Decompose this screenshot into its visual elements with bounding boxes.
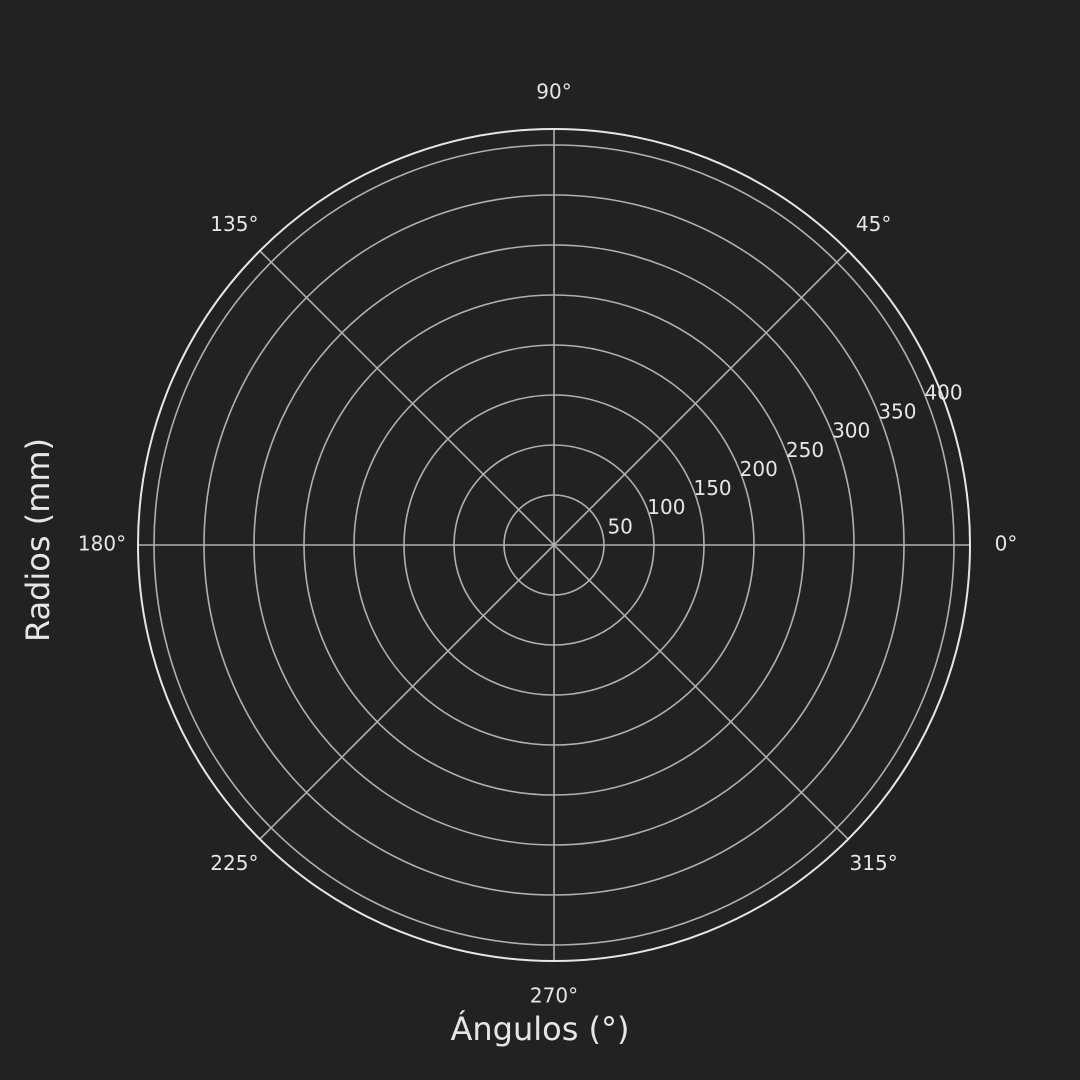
r-tick-label-100: 100: [647, 495, 685, 519]
r-tick-label-250: 250: [786, 438, 824, 462]
r-tick-label-400: 400: [924, 380, 962, 404]
r-tick-label-150: 150: [693, 476, 731, 500]
theta-tick-label-315: 315°: [850, 851, 898, 875]
x-axis-label: Ángulos (°): [450, 1010, 629, 1048]
y-axis-label: Radios (mm): [19, 438, 57, 642]
theta-tick-label-270: 270°: [530, 984, 578, 1008]
theta-tick-label-0: 0°: [995, 532, 1018, 556]
r-tick-label-50: 50: [607, 514, 632, 538]
tick-labels: 0° 45° 90° 135° 180° 225° 270° 315° 50 100 150 200 2…: [78, 80, 1017, 1008]
polar-frame: [137, 128, 971, 962]
polar-grid: [138, 129, 970, 961]
theta-tick-label-135: 135°: [210, 212, 258, 236]
theta-tick-label-45: 45°: [856, 212, 891, 236]
r-tick-label-200: 200: [740, 457, 778, 481]
polar-outer-frame: [137, 128, 971, 962]
theta-grid-line-135: [259, 250, 555, 546]
theta-grid-line-315: [553, 544, 849, 840]
r-tick-label-350: 350: [878, 400, 916, 424]
r-tick-label-300: 300: [832, 419, 870, 443]
theta-tick-label-225: 225°: [210, 851, 258, 875]
theta-grid-line-45: [553, 250, 849, 546]
theta-tick-label-180: 180°: [78, 532, 126, 556]
theta-tick-label-90: 90°: [536, 80, 571, 104]
theta-grid-line-225: [259, 544, 555, 840]
